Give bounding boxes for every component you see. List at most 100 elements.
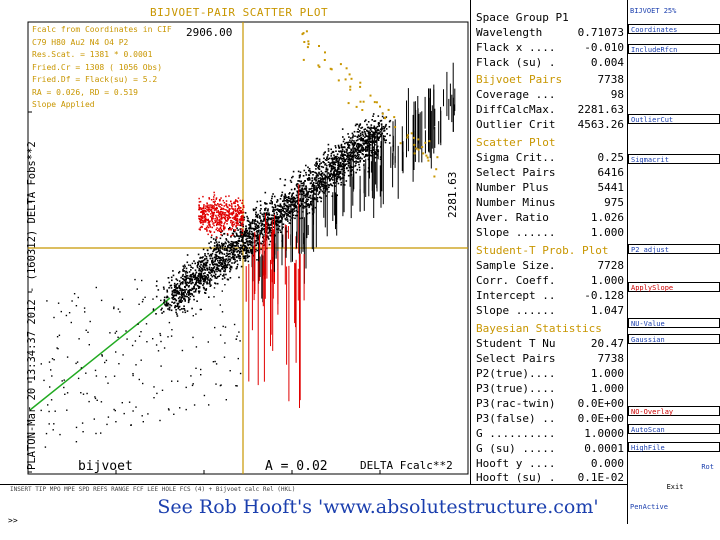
data-point	[276, 213, 279, 216]
menu-gaussian-button[interactable]: Gaussian	[628, 334, 720, 344]
command-prompt[interactable]: >>	[8, 516, 18, 525]
data-point-red	[235, 214, 237, 216]
data-point	[200, 273, 203, 276]
data-point	[256, 239, 258, 242]
data-point-red	[234, 202, 236, 204]
data-point	[251, 248, 253, 251]
data-point	[284, 208, 287, 210]
data-point-red	[238, 213, 240, 215]
data-point	[301, 187, 304, 189]
menu-applyslope-button[interactable]: ApplySlope	[628, 282, 720, 292]
data-point-red	[198, 228, 201, 230]
data-point	[305, 198, 308, 200]
menu-outlier-button[interactable]: OutlierCut	[628, 114, 720, 124]
data-point	[336, 155, 338, 158]
data-point	[328, 186, 330, 188]
data-point	[227, 261, 230, 264]
data-point	[229, 265, 232, 268]
data-point-red	[208, 224, 210, 226]
data-point	[363, 143, 365, 146]
data-point	[173, 282, 176, 285]
outlier-point	[410, 132, 413, 135]
data-point	[351, 139, 353, 142]
data-point	[266, 209, 269, 212]
menu-highfile-button[interactable]: HighFile	[628, 442, 720, 452]
data-point	[178, 299, 181, 302]
data-point	[213, 287, 216, 289]
data-point-red	[230, 220, 233, 222]
data-point	[233, 235, 235, 237]
menu-p2adjust-button[interactable]: P2 adjust	[628, 244, 720, 254]
data-point	[348, 136, 350, 138]
data-point	[291, 198, 293, 200]
outlier-point	[355, 105, 358, 108]
data-point-red	[210, 206, 213, 209]
data-point-red	[204, 219, 207, 222]
data-point	[257, 231, 260, 233]
data-point	[282, 200, 284, 202]
data-point	[214, 260, 216, 263]
data-point	[197, 285, 200, 288]
data-point-red	[212, 216, 214, 218]
data-point	[239, 372, 242, 375]
data-point-red	[232, 211, 235, 213]
data-point	[236, 266, 238, 268]
data-point	[68, 312, 71, 314]
data-point	[314, 193, 316, 195]
data-point-red	[198, 204, 200, 206]
data-point-red	[237, 211, 239, 213]
data-point	[192, 267, 194, 269]
data-point	[326, 156, 329, 158]
data-point	[372, 146, 375, 148]
data-point-red	[236, 219, 238, 222]
data-point	[179, 299, 182, 302]
data-point	[211, 269, 213, 271]
info-line: Fried.Cr = 1308 ( 1056 Obs)	[32, 62, 163, 72]
data-point	[186, 274, 188, 277]
data-point	[234, 248, 237, 251]
data-point	[181, 300, 184, 302]
data-point	[355, 149, 357, 152]
data-point	[301, 182, 304, 185]
data-point	[317, 167, 320, 170]
data-point	[198, 273, 200, 275]
data-point	[202, 248, 205, 251]
data-point-red	[235, 218, 237, 221]
data-point	[372, 149, 375, 151]
menu-penactive-button[interactable]: PenActive	[630, 503, 668, 511]
data-point-red	[213, 213, 215, 216]
data-point	[195, 283, 197, 286]
data-point	[240, 233, 242, 235]
menu-include-button[interactable]: IncludeRfcn	[628, 44, 720, 54]
data-point-red	[211, 212, 214, 214]
data-point	[179, 283, 182, 286]
data-point	[269, 240, 272, 243]
data-point	[366, 144, 369, 147]
data-point-red	[203, 205, 205, 208]
data-point-red	[215, 228, 217, 231]
data-point	[245, 255, 247, 258]
data-point	[216, 251, 219, 253]
menu-overlay-button[interactable]: NO-Overlay	[628, 406, 720, 416]
data-point	[184, 289, 186, 291]
data-point	[174, 285, 177, 288]
data-point	[95, 432, 97, 435]
menu-autoscan-button[interactable]: AutoScan	[628, 424, 720, 434]
menu-rot-button[interactable]: Rot	[701, 463, 714, 471]
menu-exit-button[interactable]: Exit	[666, 483, 684, 491]
data-point	[187, 275, 189, 277]
data-point	[360, 147, 363, 149]
data-point	[285, 216, 288, 219]
data-point	[51, 375, 53, 377]
data-point	[237, 235, 239, 237]
data-point	[177, 302, 180, 305]
menu-nuvalue-button[interactable]: NU-Value	[628, 318, 720, 328]
data-point	[101, 355, 103, 357]
data-point	[296, 183, 299, 185]
menu-coordinates-button[interactable]: Coordinates	[628, 24, 720, 34]
data-point	[275, 215, 277, 218]
data-point	[192, 295, 195, 298]
data-point	[384, 125, 387, 127]
menu-sigmacrit-button[interactable]: Sigmacrit	[628, 154, 720, 164]
data-point	[336, 171, 338, 174]
